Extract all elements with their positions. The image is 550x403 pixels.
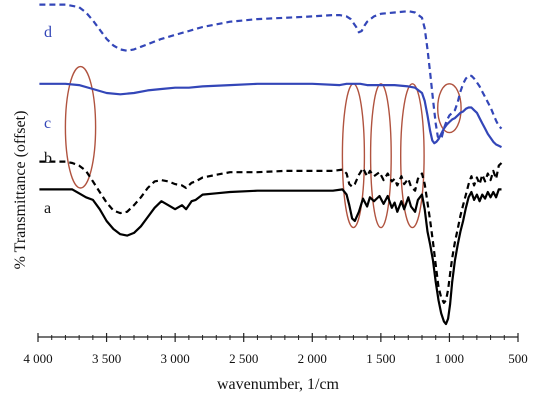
highlight-ellipse-4 (399, 83, 425, 229)
highlight-ellipse-1 (64, 65, 97, 189)
series-label-d: d (44, 24, 52, 41)
highlight-ellipse-3 (369, 83, 392, 229)
spectra-series (39, 3, 503, 326)
series-label-b: b (44, 150, 52, 167)
series-line-d (39, 3, 503, 141)
series-labels: d c b a (44, 24, 52, 217)
y-axis-title: % Transmittance (offset) (12, 111, 29, 270)
x-tick-label: 500 (508, 351, 528, 366)
x-tick-label: 1 500 (366, 351, 395, 366)
x-tick-label: 3 000 (161, 351, 190, 366)
x-tick-label: 2 500 (229, 351, 258, 366)
x-axis: 4 000 3 500 3 000 2 500 2 000 1 500 1 000 500 (23, 333, 528, 366)
x-tick-label: 3 500 (92, 351, 121, 366)
x-axis-title: wavenumber, 1/cm (217, 376, 340, 393)
series-line-b (39, 160, 503, 304)
series-label-c: c (44, 115, 51, 132)
x-tick-label: 2 000 (298, 351, 327, 366)
x-tick-label: 1 000 (435, 351, 464, 366)
series-label-a: a (44, 200, 51, 217)
highlight-ellipse-5 (436, 83, 462, 134)
series-line-c (39, 82, 502, 149)
x-tick-label: 4 000 (23, 351, 52, 366)
x-axis-ticks: 4 000 3 500 3 000 2 500 2 000 1 500 1 000 500 (23, 333, 528, 366)
series-line-a (39, 188, 502, 326)
